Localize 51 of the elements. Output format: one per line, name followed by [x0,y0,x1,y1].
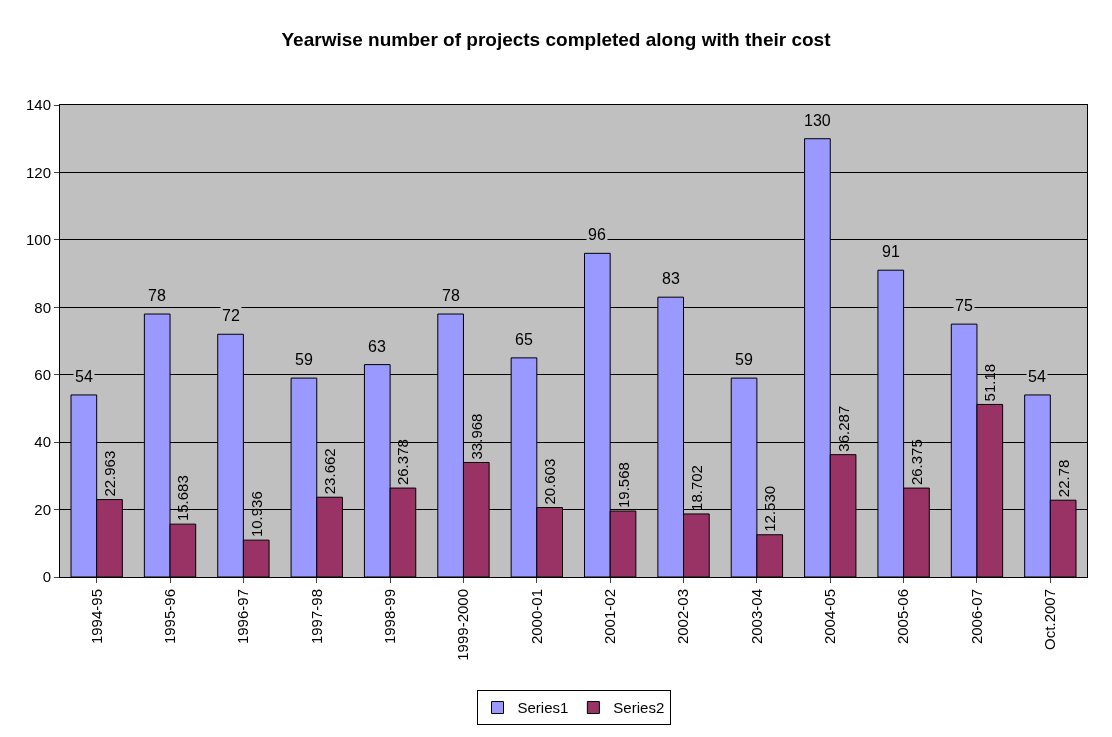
x-tick-label: 2001-02 [601,589,619,645]
data-label: 72 [222,307,240,324]
y-tick-label: 80 [34,298,51,316]
x-tick-label: 1997-98 [307,589,325,645]
data-label: 22.963 [101,450,119,497]
data-label: 26.378 [394,439,412,486]
x-tick-label: 1996-97 [234,589,252,645]
data-label: 75 [955,297,973,314]
data-label: 78 [148,287,166,304]
data-label: 59 [295,351,313,368]
data-label: 15.683 [174,475,192,522]
data-label: 33.968 [467,413,485,460]
x-tick-label: 1994-95 [87,589,105,645]
data-label: 22.78 [1054,459,1072,498]
legend-label: Series2 [613,699,665,717]
x-tick-label: 2002-03 [674,589,692,645]
data-label: 18.702 [687,465,705,511]
x-tick-label: 1999-2000 [454,589,472,661]
y-tick-label: 0 [42,568,51,586]
data-label: 26.375 [907,439,925,486]
data-label: 54 [1028,368,1046,385]
x-tick-label: 2006-07 [967,589,985,645]
data-label: 63 [368,338,386,355]
y-tick-label: 140 [25,96,51,114]
data-label: 54 [75,368,93,385]
data-label: 130 [804,112,831,129]
x-tick-label: 2003-04 [747,589,765,645]
y-tick-label: 100 [25,231,51,249]
data-label: 51.18 [981,363,999,402]
x-tick-label: Oct.2007 [1041,589,1059,650]
y-tick-label: 120 [25,163,51,181]
x-tick-label: 2005-06 [894,589,912,645]
x-tick-label: 2000-01 [527,589,545,645]
data-label: 78 [442,287,460,304]
data-label: 36.287 [834,405,852,452]
x-tick-label: 2004-05 [821,589,839,645]
data-label: 20.603 [541,458,559,505]
x-tick-label: 1998-99 [380,589,398,645]
data-label: 19.568 [614,462,632,509]
legend-label: Series1 [517,699,569,717]
chart-title: Yearwise number of projects completed along with their cost [281,29,832,51]
data-label: 96 [588,226,606,243]
x-tick-label: 1995-96 [160,589,178,645]
data-label: 91 [882,243,900,260]
y-tick-label: 60 [34,365,51,383]
data-label: 23.662 [321,448,339,495]
data-label: 83 [662,270,680,287]
y-tick-label: 40 [34,433,51,451]
data-label: 59 [735,351,753,368]
y-tick-label: 20 [34,500,51,518]
data-label: 65 [515,331,533,348]
